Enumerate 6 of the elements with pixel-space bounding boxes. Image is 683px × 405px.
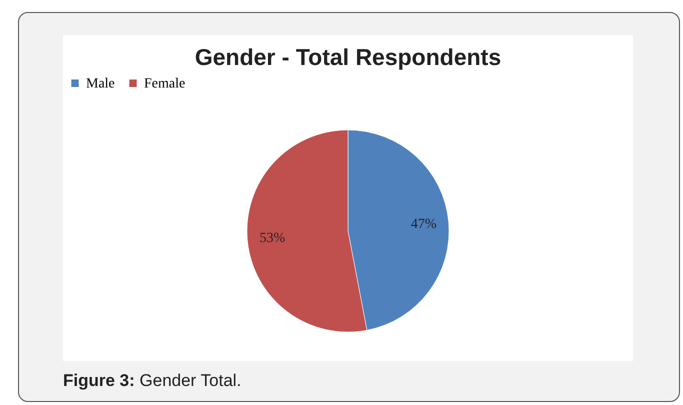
legend-label: Female (144, 76, 186, 92)
data-label: 53% (260, 231, 286, 246)
data-label: 47% (410, 216, 437, 232)
legend-label: Male (86, 76, 115, 92)
caption: Figure 3: Gender Total. (63, 371, 242, 391)
chart-title: Gender - Total Respondents (194, 44, 502, 70)
